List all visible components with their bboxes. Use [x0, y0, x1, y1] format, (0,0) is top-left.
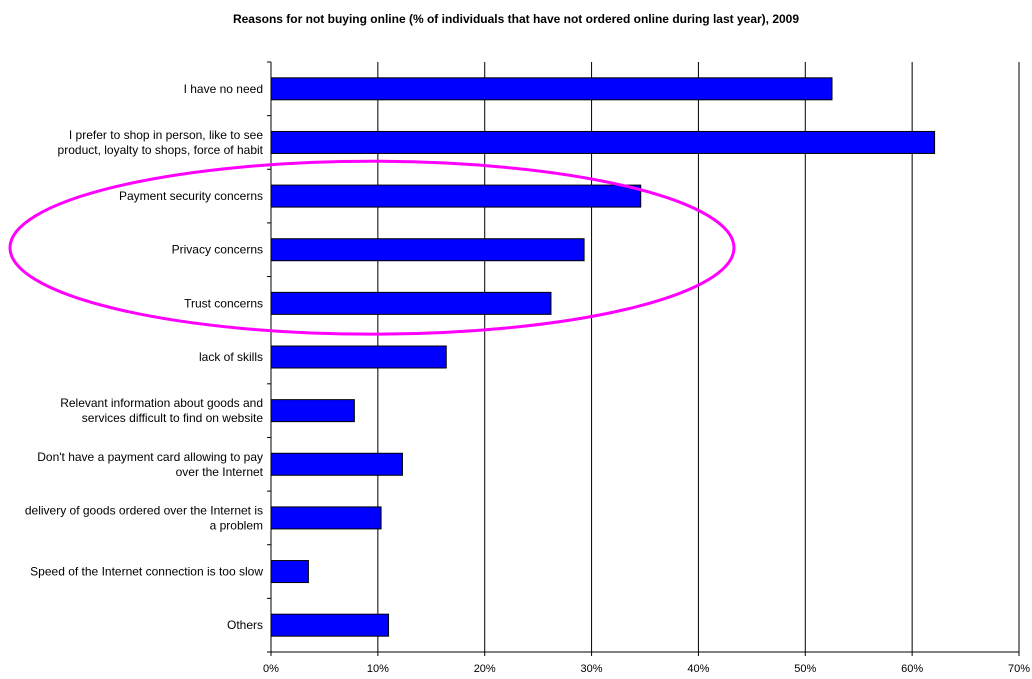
bar: [270, 506, 382, 530]
bar: [270, 399, 355, 423]
category-label: Don't have a payment card allowing to pa…: [37, 450, 263, 464]
x-tick-label: 40%: [687, 663, 709, 675]
x-tick-label: 50%: [794, 663, 816, 675]
category-label: I have no need: [184, 82, 263, 96]
bar: [270, 77, 833, 101]
category-label: product, loyalty to shops, force of habi…: [58, 143, 264, 157]
bar: [270, 130, 936, 154]
category-label: services difficult to find on website: [82, 411, 264, 425]
category-label: over the Internet: [176, 465, 264, 479]
x-tick-label: 10%: [367, 663, 389, 675]
x-tick-label: 20%: [474, 663, 496, 675]
category-label: a problem: [210, 518, 263, 532]
tick-labels: 0% 10% 20% 30% 40% 50% 60% 70%: [263, 663, 1030, 675]
x-tick-label: 0%: [263, 663, 279, 675]
bar: [270, 345, 447, 369]
bar: [270, 560, 309, 584]
category-label: Others: [227, 618, 263, 632]
highlight-ellipse: [8, 159, 736, 336]
category-label: Privacy concerns: [172, 243, 263, 257]
bar: [270, 452, 403, 476]
category-label: Relevant information about goods and: [60, 396, 263, 410]
highlight: [8, 159, 736, 336]
bar: [270, 238, 585, 262]
bar: [270, 184, 642, 208]
bar: [270, 291, 552, 315]
bars: [270, 77, 936, 637]
x-tick-label: 60%: [901, 663, 923, 675]
x-tick-label: 30%: [581, 663, 603, 675]
category-label: lack of skills: [199, 350, 263, 364]
category-label: Payment security concerns: [119, 189, 263, 203]
bar: [270, 613, 390, 637]
category-labels: I have no need I prefer to shop in person…: [25, 82, 264, 632]
category-label: Speed of the Internet connection is too …: [30, 565, 263, 579]
category-label: Trust concerns: [184, 296, 263, 310]
x-tick-label: 70%: [1008, 663, 1030, 675]
category-label: I prefer to shop in person, like to see: [69, 128, 263, 142]
chart-title: Reasons for not buying online (% of indi…: [232, 12, 800, 26]
axes: [267, 61, 1020, 656]
category-label: delivery of goods ordered over the Inter…: [25, 503, 263, 517]
